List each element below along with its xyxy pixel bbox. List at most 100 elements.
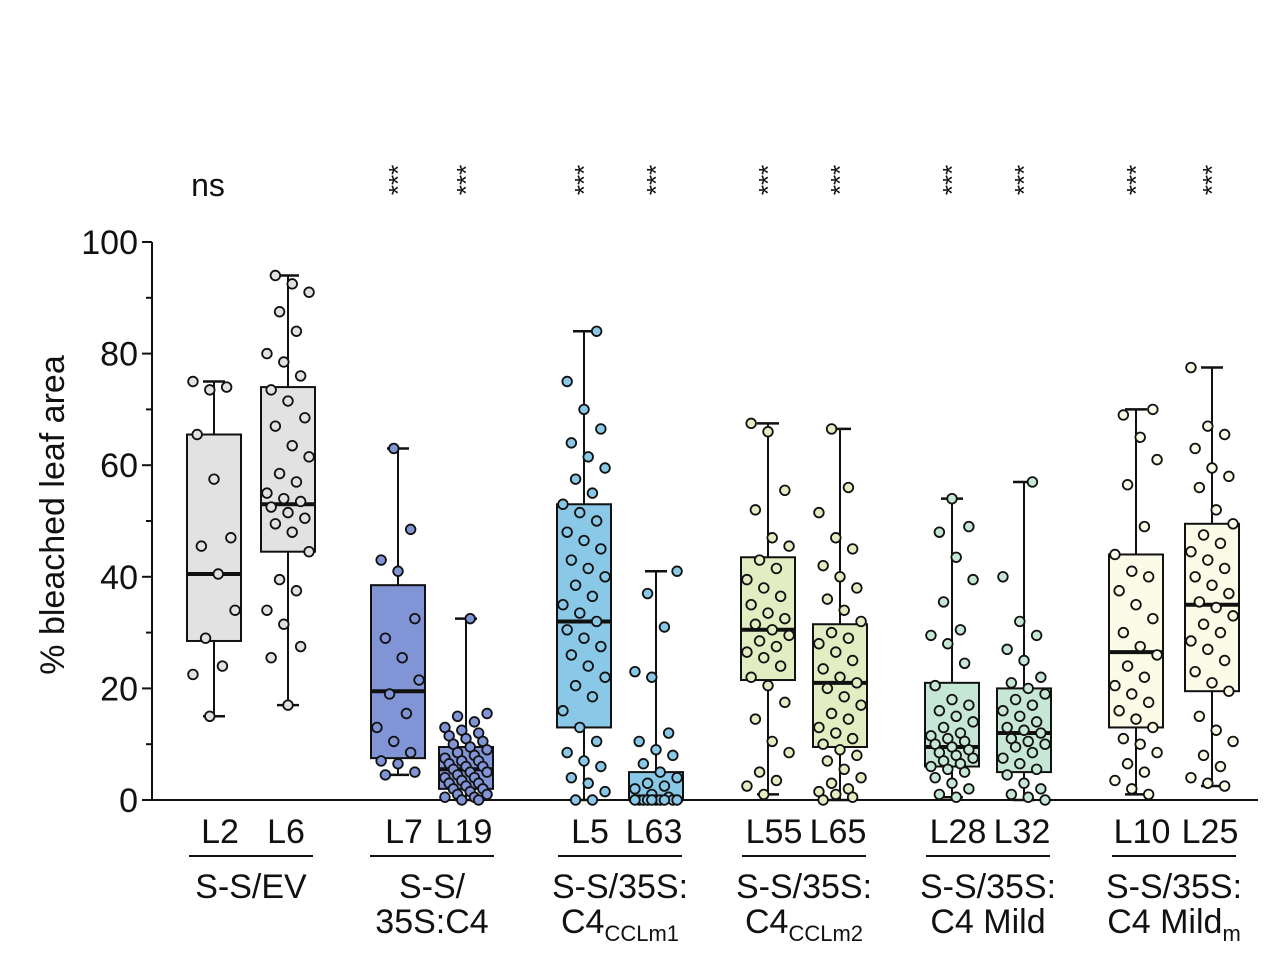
data-point: [933, 526, 946, 538]
data-point: [1227, 610, 1239, 622]
group-label: S-S/35S:: [552, 868, 688, 906]
data-point: [929, 771, 941, 784]
data-point: [846, 543, 859, 555]
data-point: [212, 568, 224, 580]
data-point: [481, 744, 493, 756]
data-point: [375, 554, 387, 566]
data-point: [779, 612, 791, 625]
data-point: [963, 520, 975, 533]
data-point: [1121, 758, 1134, 770]
data-point: [646, 794, 658, 806]
data-point: [1009, 741, 1022, 753]
data-point: [766, 624, 778, 636]
data-point: [400, 707, 413, 720]
data-point: [1193, 481, 1206, 494]
data-point: [1039, 794, 1051, 806]
data-point: [269, 518, 282, 530]
data-point: [1223, 685, 1235, 697]
data-point: [842, 713, 855, 725]
data-point: [599, 462, 611, 474]
data-point: [1189, 442, 1201, 455]
data-point: [1147, 721, 1159, 734]
data-point: [937, 721, 950, 734]
data-point: [1001, 721, 1013, 734]
data-point: [595, 543, 607, 555]
data-point: [590, 615, 603, 628]
data-point: [578, 632, 590, 644]
group-label-main: C4 Mild: [1107, 903, 1222, 941]
data-point: [855, 699, 867, 711]
data-point: [273, 573, 286, 586]
significance-label: ***: [1009, 165, 1039, 195]
data-point: [851, 582, 863, 594]
data-point: [1151, 453, 1163, 466]
data-point: [481, 766, 493, 778]
data-point: [1009, 693, 1022, 706]
significance-label: ***: [1197, 165, 1227, 195]
y-tick-label: 0: [119, 782, 138, 820]
data-point: [569, 679, 582, 692]
data-point: [766, 735, 778, 748]
data-point: [409, 766, 421, 778]
data-point: [379, 769, 392, 781]
x-tick-label: L32: [994, 813, 1051, 851]
data-point: [1227, 735, 1239, 748]
data-point: [745, 599, 757, 611]
data-point: [667, 749, 679, 762]
data-point: [1185, 545, 1197, 558]
data-point: [1035, 727, 1047, 739]
data-point: [997, 752, 1009, 764]
data-point: [658, 780, 671, 792]
data-point: [1030, 629, 1043, 642]
data-point: [290, 476, 303, 488]
data-point: [413, 674, 425, 686]
box-l6: [260, 386, 316, 553]
data-point: [1117, 409, 1130, 421]
data-point: [278, 356, 290, 368]
data-point: [762, 607, 774, 619]
data-point: [925, 760, 937, 773]
data-point: [404, 523, 417, 536]
data-point: [1227, 518, 1239, 530]
data-point: [654, 766, 666, 778]
data-point: [565, 437, 578, 449]
data-point: [658, 794, 671, 806]
data-point: [830, 532, 842, 544]
data-point: [946, 777, 958, 789]
data-point: [817, 794, 829, 806]
data-point: [1134, 738, 1146, 750]
data-point: [855, 771, 867, 784]
data-point: [1130, 713, 1142, 725]
data-point: [294, 370, 307, 382]
data-point: [1147, 403, 1159, 416]
data-point: [561, 746, 573, 759]
data-point: [578, 755, 590, 767]
x-tick-label: L25: [1182, 813, 1239, 851]
data-point: [1185, 771, 1197, 784]
y-tick-label: 60: [100, 447, 138, 485]
x-tick-label: L19: [436, 813, 493, 851]
data-point: [838, 691, 850, 703]
x-tick-label: L5: [571, 813, 609, 851]
data-point: [662, 727, 675, 739]
data-point: [774, 660, 787, 672]
data-point: [933, 705, 946, 717]
data-point: [1142, 571, 1155, 583]
data-point: [586, 487, 599, 499]
data-point: [1113, 585, 1125, 597]
data-point: [199, 632, 212, 644]
data-point: [779, 484, 791, 497]
data-point: [997, 705, 1009, 717]
data-point: [830, 646, 842, 658]
data-point: [1126, 783, 1138, 795]
data-point: [942, 638, 954, 650]
data-point: [770, 640, 783, 653]
data-point: [574, 607, 586, 619]
data-point: [817, 738, 829, 750]
data-point: [468, 716, 481, 728]
data-point: [753, 554, 766, 566]
group-label: S-S/35S:: [1106, 868, 1242, 906]
data-point: [641, 777, 654, 789]
significance-label: ***: [383, 165, 413, 195]
